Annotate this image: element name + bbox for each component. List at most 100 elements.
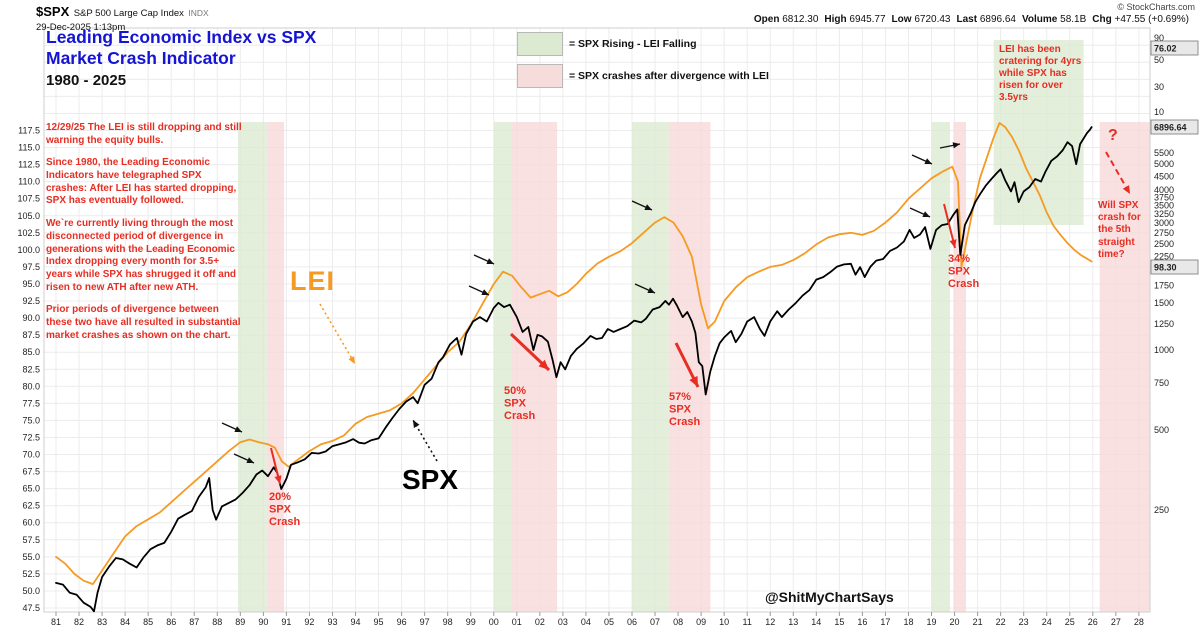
x-axis-label: 25 bbox=[1065, 617, 1075, 627]
x-axis-label: 16 bbox=[857, 617, 867, 627]
left-axis-label: 97.5 bbox=[22, 262, 40, 272]
quote-high-label: High bbox=[824, 14, 850, 25]
quote-low-value: 6720.43 bbox=[914, 14, 951, 25]
right-axis-label: 3750 bbox=[1154, 192, 1174, 202]
left-axis-label: 100.0 bbox=[17, 245, 40, 255]
title-years: 1980 - 2025 bbox=[46, 72, 127, 89]
left-axis-label: 87.5 bbox=[22, 330, 40, 340]
quote-volume-value: 58.1B bbox=[1060, 14, 1087, 25]
x-axis-label: 90 bbox=[258, 617, 268, 627]
left-axis-label: 65.0 bbox=[22, 484, 40, 494]
x-axis-label: 27 bbox=[1111, 617, 1121, 627]
x-axis-label: 19 bbox=[927, 617, 937, 627]
band-rising bbox=[493, 122, 512, 612]
right-axis-label: 2500 bbox=[1154, 239, 1174, 249]
right-axis-label: 4000 bbox=[1154, 185, 1174, 195]
quote-last-value: 6896.64 bbox=[979, 14, 1016, 25]
left-axis-label: 52.5 bbox=[22, 569, 40, 579]
x-axis-label: 88 bbox=[212, 617, 222, 627]
x-axis-label: 86 bbox=[166, 617, 176, 627]
right-axis-label: 2250 bbox=[1154, 251, 1174, 261]
left-axis-label: 112.5 bbox=[18, 160, 40, 170]
x-axis-label: 92 bbox=[304, 617, 314, 627]
commentary-p4: Prior periods of divergence between thes… bbox=[46, 304, 241, 341]
last-value-box bbox=[1150, 40, 1199, 56]
ohlc-quote-line: Open 6812.30 High 6945.77 Low 6720.43 Last … bbox=[754, 14, 1195, 25]
right-axis-label: 500 bbox=[1154, 425, 1169, 435]
legend-label-spx-crash: = SPX crashes after divergence with LEI bbox=[569, 70, 769, 82]
right-axis-label: 4500 bbox=[1154, 171, 1174, 181]
right-axis-label: 3000 bbox=[1154, 218, 1174, 228]
chart-title-block: Leading Economic Index vs SPX Market Cra… bbox=[46, 27, 316, 89]
left-axis-label: 55.0 bbox=[22, 552, 40, 562]
left-axis-label: 92.5 bbox=[22, 296, 40, 306]
x-axis-label: 12 bbox=[765, 617, 775, 627]
lei-series-label: LEI bbox=[290, 266, 336, 296]
arrowhead bbox=[413, 420, 420, 428]
lei-cratering-note: LEI has been cratering for 4yrs while SP… bbox=[999, 44, 1082, 103]
spx-line bbox=[55, 126, 1093, 613]
crash-label: 50% SPX Crash bbox=[504, 385, 535, 422]
x-axis-label: 98 bbox=[443, 617, 453, 627]
stockcharts-copyright: © StockCharts.com bbox=[1117, 2, 1195, 12]
arrowhead bbox=[1122, 185, 1130, 194]
x-axis-label: 15 bbox=[834, 617, 844, 627]
right-axis-label: 1750 bbox=[1154, 280, 1174, 290]
x-axis-label: 97 bbox=[420, 617, 430, 627]
x-axis-label: 23 bbox=[1019, 617, 1029, 627]
left-axis-label: 80.0 bbox=[22, 381, 40, 391]
x-axis-label: 94 bbox=[351, 617, 361, 627]
x-axis-label: 21 bbox=[973, 617, 983, 627]
title-line-1: Leading Economic Index vs SPX bbox=[46, 27, 317, 47]
band-crash bbox=[266, 122, 285, 612]
arrowhead bbox=[644, 204, 652, 210]
fifth-crash-question: Will SPX crash for the 5th straight time… bbox=[1098, 200, 1141, 260]
question-mark: ? bbox=[1108, 127, 1118, 144]
x-axis-label: 04 bbox=[581, 617, 591, 627]
left-axis-label: 117.5 bbox=[18, 126, 40, 136]
legend-swatch-spx-crash bbox=[517, 64, 563, 88]
left-axis-label: 72.5 bbox=[22, 432, 40, 442]
x-axis-label: 26 bbox=[1088, 617, 1098, 627]
band-rising bbox=[238, 122, 267, 612]
arrowhead bbox=[647, 287, 655, 293]
x-axis-label: 22 bbox=[996, 617, 1006, 627]
x-axis-label: 18 bbox=[903, 617, 913, 627]
x-axis-label: 81 bbox=[51, 617, 61, 627]
left-axis-label: 85.0 bbox=[22, 347, 40, 357]
crash-label: 20% SPX Crash bbox=[269, 491, 300, 528]
crash-label: 34% SPX Crash bbox=[948, 253, 979, 290]
symbol-line: $SPX S&P 500 Large Cap Index INDX bbox=[36, 3, 209, 21]
x-axis-label: 20 bbox=[950, 617, 960, 627]
watermark-handle: @ShitMyChartSays bbox=[765, 589, 894, 605]
arrowhead bbox=[246, 457, 254, 463]
quote-chg-label: Chg bbox=[1092, 14, 1115, 25]
quote-last-label: Last bbox=[956, 14, 980, 25]
last-value-text: 6896.64 bbox=[1154, 123, 1187, 133]
arrowhead bbox=[922, 211, 930, 217]
last-value-box bbox=[1150, 259, 1199, 275]
x-axis-label: 84 bbox=[120, 617, 130, 627]
last-value-text: 98.30 bbox=[1154, 263, 1177, 273]
x-axis-label: 03 bbox=[558, 617, 568, 627]
quote-chg-value: +47.55 (+0.69%) bbox=[1114, 14, 1190, 25]
right-axis-label: 5000 bbox=[1154, 159, 1174, 169]
left-axis-label: 90.0 bbox=[22, 313, 40, 323]
commentary-p2: Since 1980, the Leading Economic Indicat… bbox=[46, 157, 237, 207]
x-axis-label: 07 bbox=[650, 617, 660, 627]
title-line-2: Market Crash Indicator bbox=[46, 48, 236, 68]
left-axis-label: 70.0 bbox=[22, 450, 40, 460]
x-axis-label: 13 bbox=[788, 617, 798, 627]
right-axis-top-label: 30 bbox=[1154, 82, 1164, 92]
annotation-arrow bbox=[319, 303, 356, 365]
left-axis-label: 77.5 bbox=[22, 398, 40, 408]
quote-high-value: 6945.77 bbox=[849, 14, 886, 25]
x-axis-label: 24 bbox=[1042, 617, 1052, 627]
left-axis-label: 57.5 bbox=[22, 535, 40, 545]
arrowhead bbox=[949, 239, 957, 248]
x-axis-label: 91 bbox=[281, 617, 291, 627]
left-axis-label: 95.0 bbox=[22, 279, 40, 289]
right-axis-label: 1500 bbox=[1154, 298, 1174, 308]
x-axis-label: 11 bbox=[743, 617, 752, 627]
